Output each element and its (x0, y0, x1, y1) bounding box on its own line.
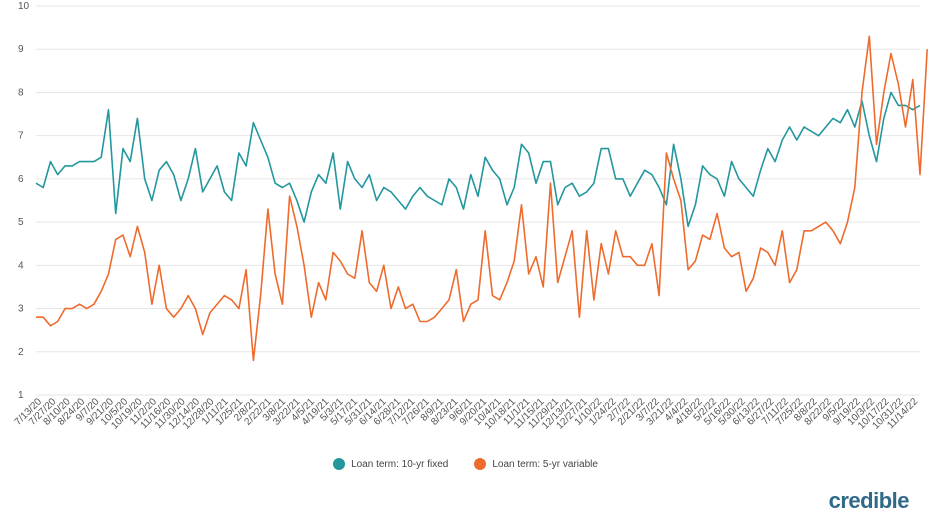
legend: Loan term: 10-yr fixed Loan term: 5-yr v… (0, 458, 931, 470)
series-line-0 (35, 91, 921, 228)
x-axis-tick-labels: 7/13/207/27/208/10/208/24/209/7/209/21/2… (13, 396, 921, 432)
y-axis-tick-labels: 1 2 3 4 5 6 7 8 9 10 (18, 1, 30, 401)
series-line-1 (36, 35, 928, 362)
y-tick-label: 6 (18, 174, 24, 185)
y-tick-label: 8 (18, 87, 24, 98)
y-tick-label: 3 (18, 304, 24, 315)
y-tick-label: 2 (18, 347, 24, 358)
y-tick-label: 7 (18, 131, 24, 142)
y-tick-label: 10 (18, 1, 30, 12)
y-tick-label: 5 (18, 217, 24, 228)
series-lines (35, 35, 928, 362)
legend-label-10yr-fixed: Loan term: 10-yr fixed (351, 458, 449, 470)
legend-swatch-10yr-fixed (333, 458, 346, 470)
y-tick-label: 1 (18, 390, 24, 401)
legend-item-10yr-fixed[interactable]: Loan term: 10-yr fixed (333, 458, 448, 470)
legend-swatch-5yr-variable (474, 458, 487, 470)
y-tick-label: 4 (18, 260, 24, 271)
legend-label-5yr-variable: Loan term: 5-yr variable (492, 458, 598, 470)
legend-item-5yr-variable[interactable]: Loan term: 5-yr variable (474, 458, 598, 470)
y-tick-label: 9 (18, 44, 24, 55)
credible-logo: credible (828, 488, 910, 513)
gridlines (36, 5, 920, 396)
